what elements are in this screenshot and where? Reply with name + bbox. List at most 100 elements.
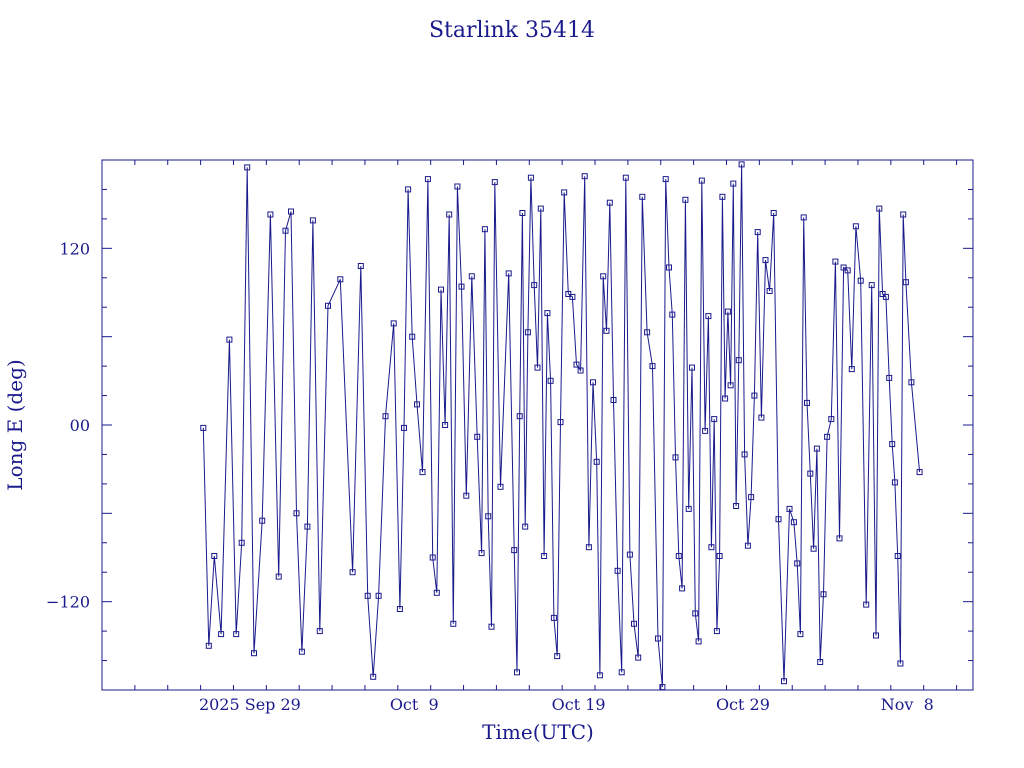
data-point	[626, 551, 633, 558]
data-point	[463, 492, 470, 499]
data-point	[585, 544, 592, 551]
data-point	[454, 183, 461, 190]
data-point	[226, 336, 233, 343]
data-point	[614, 567, 621, 574]
data-point	[325, 302, 331, 309]
data-point	[401, 424, 407, 431]
data-point	[702, 427, 709, 434]
data-point	[692, 610, 699, 617]
data-point	[244, 164, 251, 171]
data-point	[516, 413, 523, 420]
data-point	[531, 282, 538, 289]
data-point	[622, 174, 629, 181]
tick-labels: 2025 Sep 29 Oct 9 Oct 19 Oct 29 Nov 8 120 00 −1…	[46, 239, 934, 714]
data-point	[675, 553, 682, 559]
data-point	[635, 654, 642, 661]
data-point	[639, 193, 646, 200]
y-tick-label: −120	[46, 593, 90, 612]
data-point	[730, 180, 737, 187]
data-point	[807, 470, 814, 477]
data-point	[649, 363, 656, 370]
data-point	[836, 535, 843, 542]
x-tick-label: Nov 8	[881, 695, 934, 714]
data-point	[478, 550, 485, 557]
data-point	[569, 293, 576, 300]
data-point	[211, 553, 218, 559]
data-point	[889, 441, 896, 448]
data-point	[316, 628, 323, 635]
data-point	[698, 177, 705, 184]
data-point	[288, 208, 294, 215]
data-point	[544, 310, 551, 317]
series-line	[202, 164, 921, 688]
data-point	[727, 382, 734, 389]
x-tick-label: Oct 9	[390, 695, 439, 714]
data-point	[770, 210, 777, 216]
data-point	[689, 364, 695, 371]
x-axis-label: Time(UTC)	[482, 720, 594, 744]
data-point	[662, 176, 669, 183]
data-point	[419, 469, 426, 476]
data-point	[511, 547, 518, 554]
data-point	[876, 205, 883, 212]
data-point	[497, 483, 504, 490]
data-point	[733, 503, 740, 509]
x-tick-label: Oct 19	[552, 695, 606, 714]
data-point	[735, 357, 742, 364]
data-point	[514, 669, 520, 676]
data-point	[813, 445, 820, 452]
data-point	[705, 313, 712, 320]
data-point	[600, 273, 607, 280]
data-point	[672, 454, 679, 461]
data-point	[775, 516, 782, 523]
data-point	[349, 569, 356, 576]
data-point	[481, 226, 488, 233]
data-point	[679, 585, 686, 592]
data-point	[902, 279, 909, 286]
data-point	[309, 217, 316, 224]
y-axis-label: Long E (deg)	[3, 359, 27, 490]
data-point	[685, 505, 692, 512]
data-point	[744, 542, 751, 549]
data-point	[666, 264, 672, 271]
data-point	[751, 392, 758, 399]
data-point	[716, 553, 723, 559]
data-point	[810, 545, 817, 552]
data-point	[593, 458, 600, 465]
data-point	[824, 433, 831, 440]
data-point	[438, 286, 444, 293]
x-tick-label: 2025 Sep 29	[199, 695, 301, 714]
data-point	[738, 161, 745, 168]
data-point	[468, 273, 475, 280]
data-point	[800, 214, 807, 221]
data-point	[429, 554, 436, 561]
data-point	[293, 510, 300, 517]
data-point	[758, 414, 765, 421]
data-point	[659, 684, 666, 691]
chart-title: Starlink 35414	[429, 18, 595, 43]
data-point	[370, 673, 377, 680]
data-point	[424, 176, 431, 183]
data-point	[382, 413, 389, 420]
data-point	[828, 416, 835, 423]
data-point	[259, 517, 266, 524]
data-point	[606, 199, 613, 206]
data-point	[618, 669, 625, 676]
data-point	[488, 623, 495, 630]
axis-ticks	[101, 159, 973, 691]
data-point	[524, 329, 531, 336]
data-point	[762, 257, 769, 264]
data-point	[364, 592, 371, 599]
x-tick-label: Oct 29	[716, 695, 770, 714]
data-point	[722, 395, 729, 402]
data-point	[375, 592, 382, 599]
data-point	[557, 419, 564, 426]
data-point	[868, 282, 875, 289]
data-point	[433, 589, 440, 596]
data-point	[908, 379, 915, 386]
data-point	[832, 258, 839, 265]
data-point	[218, 631, 225, 638]
data-point	[708, 544, 715, 551]
data-point	[848, 366, 855, 373]
